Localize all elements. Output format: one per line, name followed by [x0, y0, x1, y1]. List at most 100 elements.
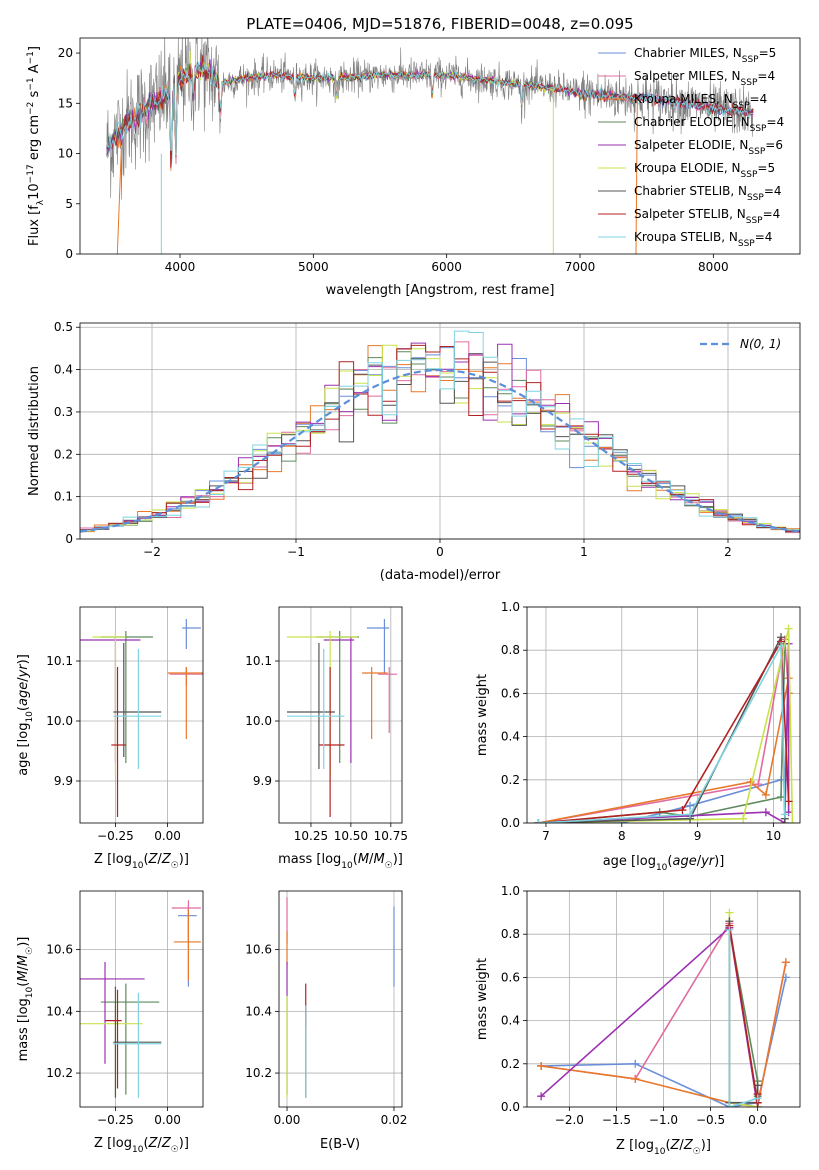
y-tick-label: 0.3	[54, 405, 73, 419]
legend-label-7: Salpeter STELIB, NSSP=4	[634, 207, 780, 226]
axes-frame	[79, 322, 801, 540]
weight-marker	[678, 806, 687, 815]
y-tick-label: 0.2	[501, 1057, 520, 1071]
axes-frame	[79, 606, 204, 824]
y-tick-label: 10.0	[245, 714, 272, 728]
x-tick-label: 9	[694, 829, 702, 843]
plot-area	[286, 619, 398, 817]
plot-area	[534, 624, 797, 823]
y-tick-label: 9.9	[253, 774, 272, 788]
y-axis-label: Normed distribution	[27, 366, 42, 496]
legend-label-3: Chabrier ELODIE, NSSP=4	[634, 115, 784, 134]
axes-frame	[526, 606, 801, 824]
y-tick-label: 10.2	[245, 1066, 272, 1080]
y-tick-label: 1.0	[501, 884, 520, 898]
weight-marker	[631, 1074, 640, 1083]
x-tick-label: −1	[287, 545, 305, 559]
x-tick-label: 6000	[431, 260, 462, 274]
x-tick-label: 0.00	[274, 1113, 301, 1127]
y-tick-label: 0.0	[501, 1100, 520, 1114]
weight-marker	[534, 819, 543, 823]
panel-mass_vs_ebv: 0.00 0.02 10.2 10.4 10.6 E(B-V)	[245, 890, 407, 1152]
x-tick-label: 10.50	[334, 829, 368, 843]
normal-curve	[80, 368, 800, 533]
y-axis-label: mass weight	[475, 958, 490, 1040]
weight-marker	[725, 908, 734, 917]
plot-area	[537, 908, 790, 1107]
model-spectrum-5	[166, 50, 554, 166]
panel-spectrum: 4000 5000 6000 7000 8000 0 5 10 15 20 wavelength […	[26, 37, 801, 298]
weight-marker	[754, 780, 763, 789]
y-tick-label: 0.4	[54, 363, 73, 377]
x-tick-label: 1	[580, 545, 588, 559]
y-tick-label: 0.4	[501, 730, 520, 744]
plot-area	[80, 900, 201, 1098]
y-tick-label: 0.1	[54, 490, 73, 504]
weight-marker	[537, 1092, 546, 1101]
histogram-series-7	[80, 344, 800, 532]
x-tick-label: 10	[766, 829, 781, 843]
weight-line-4	[538, 643, 790, 823]
x-axis-label: E(B-V)	[320, 1137, 360, 1152]
x-axis-label: Z [log10(Z/Z☉)]	[94, 852, 189, 871]
plot-area	[286, 897, 395, 1098]
panel-age_vs_Z: −0.25 0.00 9.9 10.0 10.1 Z [log10(Z/Z☉)] age […	[16, 606, 204, 871]
model-edge	[635, 98, 638, 254]
x-tick-label: 5000	[298, 260, 329, 274]
y-tick-label: 0.0	[501, 816, 520, 830]
x-tick-label: 7	[542, 829, 550, 843]
x-tick-label: −2.0	[555, 1113, 584, 1127]
x-axis-label: mass [log10(M/M☉)]	[278, 852, 403, 871]
y-tick-label: 0.6	[501, 970, 520, 984]
weight-marker	[761, 808, 770, 817]
x-tick-label: 0.0	[748, 1113, 767, 1127]
y-tick-label: 0	[65, 532, 73, 546]
axes-frame	[526, 890, 801, 1108]
weight-line-7	[538, 638, 790, 823]
y-tick-label: 0.8	[501, 643, 520, 657]
observed-spectrum	[106, 38, 754, 200]
x-tick-label: 10.25	[294, 829, 328, 843]
legend-label-1: Salpeter MILES, NSSP=4	[634, 69, 775, 88]
weight-line-8	[728, 929, 758, 1107]
weight-marker	[777, 641, 786, 650]
x-tick-label: −0.25	[97, 1113, 134, 1127]
y-axis-label: age [log10(age/yr)]	[16, 654, 35, 776]
model-edge	[116, 148, 122, 254]
weight-line-7	[728, 925, 759, 1103]
legend-label-2: Kroupa MILES, NSSP=4	[634, 92, 767, 111]
y-tick-label: 0.4	[501, 1014, 520, 1028]
weight-line-1	[538, 639, 790, 823]
y-tick-label: 10.1	[46, 654, 73, 668]
y-tick-label: 10.6	[245, 943, 272, 957]
plot-area	[80, 619, 203, 817]
plot-area	[106, 38, 754, 254]
legend-label-8: Kroupa STELIB, NSSP=4	[634, 230, 772, 249]
figure-title: PLATE=0406, MJD=51876, FIBERID=0048, z=0…	[246, 15, 633, 33]
x-tick-label: 0	[436, 545, 444, 559]
histogram-series-8	[80, 330, 800, 531]
weight-marker	[725, 1103, 734, 1107]
x-tick-label: 2	[724, 545, 732, 559]
x-tick-label: 0.00	[154, 829, 181, 843]
y-tick-label: 15	[58, 96, 73, 110]
panel-weight_vs_Z: −2.0 −1.5 −1.0 −0.5 0.0 0.0 0.2 0.4 0.6 0.8 1.0 Z […	[475, 884, 801, 1157]
legend-label-0: Chabrier MILES, NSSP=5	[634, 46, 776, 65]
y-tick-label: 1.0	[501, 600, 520, 614]
histogram-series-5	[80, 344, 800, 532]
x-tick-label: 10.75	[374, 829, 408, 843]
weight-line-5	[538, 628, 794, 823]
y-tick-label: 10	[58, 147, 73, 161]
y-tick-label: 10.4	[46, 1004, 73, 1018]
x-tick-label: 7000	[565, 260, 596, 274]
weight-marker	[631, 1059, 640, 1068]
panel-age_vs_mass: 10.25 10.50 10.75 9.9 10.0 10.1 mass [log10(M/…	[245, 606, 408, 871]
weight-marker	[537, 1061, 546, 1070]
axes-frame	[79, 890, 204, 1108]
x-tick-label: −0.25	[97, 829, 134, 843]
y-axis-label: mass weight	[475, 674, 490, 756]
x-tick-label: −1.0	[649, 1113, 678, 1127]
x-tick-label: 8	[618, 829, 626, 843]
weight-marker	[788, 819, 797, 823]
